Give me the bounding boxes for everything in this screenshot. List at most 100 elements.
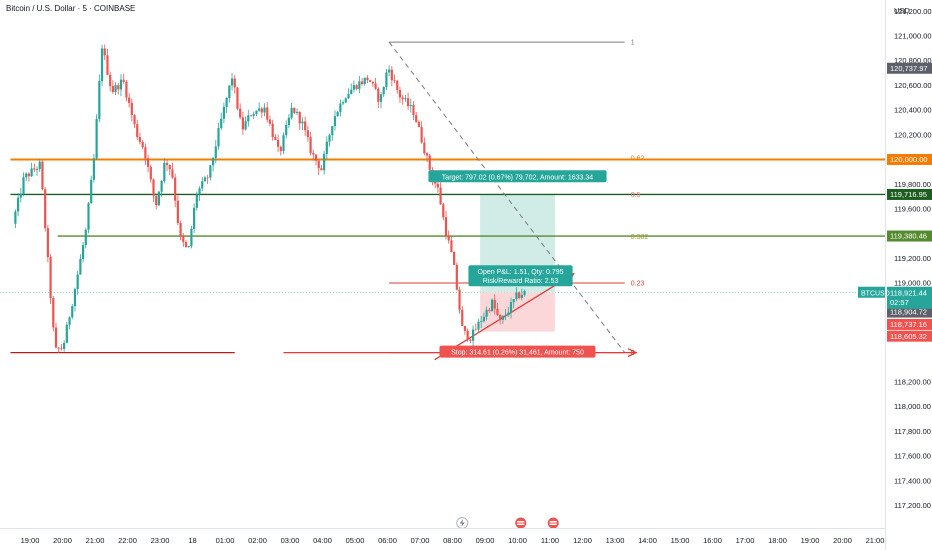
candle-body	[428, 155, 431, 170]
candle-body	[52, 298, 55, 328]
candle-body	[138, 137, 142, 142]
candle-body	[323, 153, 326, 171]
candle-body	[488, 309, 491, 312]
candle-body	[44, 189, 47, 229]
pnl-label-bg	[468, 265, 573, 287]
candle-body	[16, 197, 20, 212]
candle-body	[233, 78, 236, 88]
candle-body	[333, 116, 337, 127]
candle-body	[81, 245, 85, 259]
candle-body	[363, 77, 366, 85]
candle-body	[447, 235, 450, 241]
candle-body	[211, 158, 215, 166]
candle-body	[106, 55, 109, 75]
candle-body	[404, 98, 407, 100]
candle-body	[155, 195, 158, 206]
candle-body	[206, 177, 209, 179]
candle-body	[358, 81, 361, 89]
x-tick-label: 01:00	[216, 536, 235, 545]
price-axis-label: 119,716.95	[887, 188, 932, 200]
candle-body	[276, 139, 280, 147]
price-axis-label-bg	[887, 188, 932, 200]
fib-trend-line	[388, 41, 626, 353]
flag-event-icon[interactable]	[547, 517, 559, 529]
x-tick-label: 12:00	[573, 536, 592, 545]
candle-body	[117, 85, 120, 90]
price-axis-label-text: 119,380.46	[890, 232, 927, 241]
candle-body	[68, 317, 71, 325]
countdown-timer: 02:57	[890, 298, 909, 307]
candle-body	[306, 130, 309, 138]
candle-body	[46, 228, 49, 258]
candle-body	[493, 299, 496, 309]
candle-body	[33, 168, 36, 170]
candle-body	[482, 316, 486, 322]
candle-body	[282, 135, 285, 151]
candle-body	[144, 147, 147, 159]
candle-body	[417, 121, 421, 127]
candle-body	[230, 78, 234, 86]
price-axis-label: 118,737.16	[887, 318, 932, 330]
y-tick-label: 119,600.00	[894, 204, 931, 213]
candle-body	[287, 117, 291, 126]
candle-body	[111, 86, 114, 93]
candle-body	[263, 107, 266, 113]
target-label: Target: 797.02 (0.67%) 79,702, Amount: 1…	[428, 170, 607, 183]
candle-body	[79, 258, 82, 275]
price-axis-label-text: 118,737.16	[890, 320, 927, 329]
pnl-label: Open P&L: 1.51, Qty: 0.795 Risk/Reward Ra…	[468, 265, 573, 287]
candle-body	[252, 113, 255, 116]
candle-body	[355, 85, 358, 89]
candle-body	[176, 200, 179, 223]
currency-label[interactable]: USD	[894, 6, 910, 15]
x-tick-label: 19:00	[801, 536, 820, 545]
candle-body	[309, 137, 312, 154]
candle-body	[374, 83, 377, 89]
x-tick-label: 21:00	[86, 536, 105, 545]
lightning-event-icon[interactable]	[456, 517, 469, 529]
candle-body	[461, 309, 464, 326]
candle-body	[125, 81, 128, 98]
y-tick-label: 118,000.00	[894, 402, 931, 411]
price-axis-label-text: 118,605.32	[890, 332, 927, 341]
candle-body	[266, 107, 269, 120]
candle-body	[518, 292, 521, 298]
price-axis-label: 119,380.46	[887, 230, 932, 242]
price-axis-label-bg	[887, 153, 932, 165]
candle-body	[442, 204, 445, 218]
candle-body	[444, 217, 448, 236]
flag-event-icon[interactable]	[515, 517, 527, 529]
candle-body	[92, 158, 96, 180]
candle-body	[203, 177, 207, 182]
candle-body	[30, 168, 33, 177]
candle-body	[485, 309, 488, 317]
candle-body	[141, 141, 144, 148]
candle-body	[347, 94, 350, 99]
candle-body	[157, 191, 161, 206]
candle-body	[474, 329, 477, 331]
candle-body	[515, 292, 518, 300]
price-axis-separator	[885, 0, 886, 550]
candle-body	[499, 314, 502, 320]
price-axis-label: 118,605.32	[887, 330, 932, 342]
y-tick-label: 120,600.00	[894, 81, 932, 90]
x-tick-label: 22:00	[118, 536, 137, 545]
candle-body	[198, 188, 201, 195]
pnl-label-text: Risk/Reward Ratio: 2.53	[483, 278, 559, 285]
candle-body	[285, 125, 288, 136]
candle-body	[423, 142, 426, 154]
candle-body	[149, 166, 152, 180]
lightning-event-icon-bolt	[459, 519, 465, 527]
candle-body	[379, 94, 383, 102]
candle-body	[25, 173, 28, 178]
candle-body	[60, 348, 63, 350]
candle-body	[71, 306, 74, 318]
candle-body	[182, 236, 185, 243]
time-axis-separator	[0, 528, 885, 529]
candle-body	[160, 180, 163, 192]
candle-body	[241, 117, 244, 130]
x-tick-label: 20:00	[53, 536, 72, 545]
x-axis: 19:00 20:00 21:00 22:00 23:00 18 01:00 02:00 03:…	[21, 536, 885, 545]
